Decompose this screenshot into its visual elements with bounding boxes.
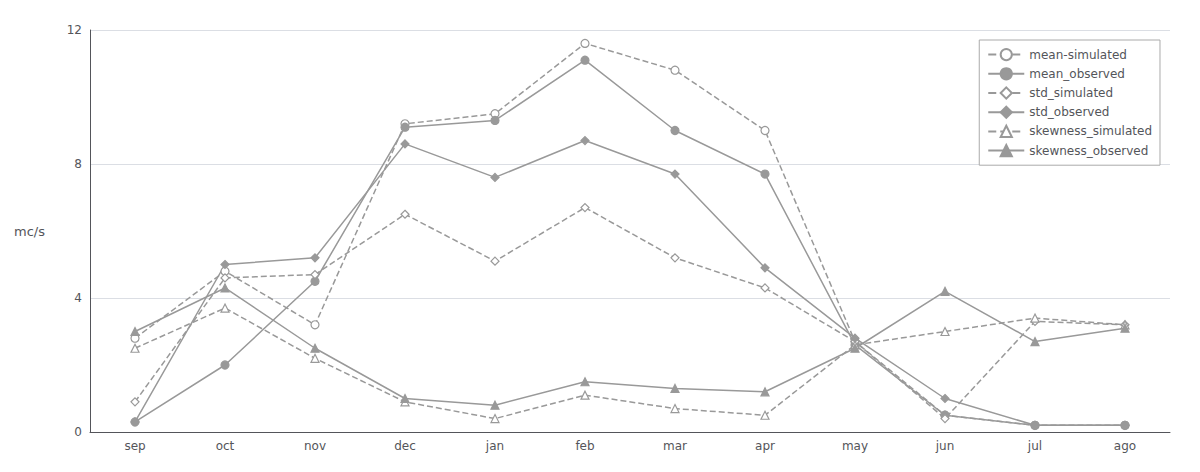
svg-text:8: 8 — [74, 157, 82, 171]
svg-text:apr: apr — [755, 439, 775, 453]
svg-text:nov: nov — [304, 439, 326, 453]
svg-text:12: 12 — [67, 23, 82, 37]
svg-text:0: 0 — [74, 425, 82, 439]
svg-text:feb: feb — [575, 439, 594, 453]
svg-text:skewness_simulated: skewness_simulated — [1029, 124, 1152, 138]
svg-text:oct: oct — [216, 439, 235, 453]
svg-text:jun: jun — [935, 439, 955, 453]
svg-text:std_simulated: std_simulated — [1029, 86, 1113, 100]
svg-text:mean-simulated: mean-simulated — [1029, 48, 1127, 62]
svg-text:std_observed: std_observed — [1029, 105, 1109, 119]
svg-text:mc/s: mc/s — [14, 224, 45, 239]
svg-text:may: may — [842, 439, 868, 453]
svg-text:skewness_observed: skewness_observed — [1029, 144, 1148, 158]
svg-text:sep: sep — [124, 439, 145, 453]
svg-text:jul: jul — [1027, 439, 1042, 453]
svg-text:jan: jan — [485, 439, 504, 453]
svg-text:4: 4 — [74, 291, 82, 305]
svg-text:mar: mar — [663, 439, 687, 453]
svg-text:ago: ago — [1114, 439, 1136, 453]
svg-text:dec: dec — [394, 439, 416, 453]
svg-text:mean_observed: mean_observed — [1029, 67, 1125, 81]
